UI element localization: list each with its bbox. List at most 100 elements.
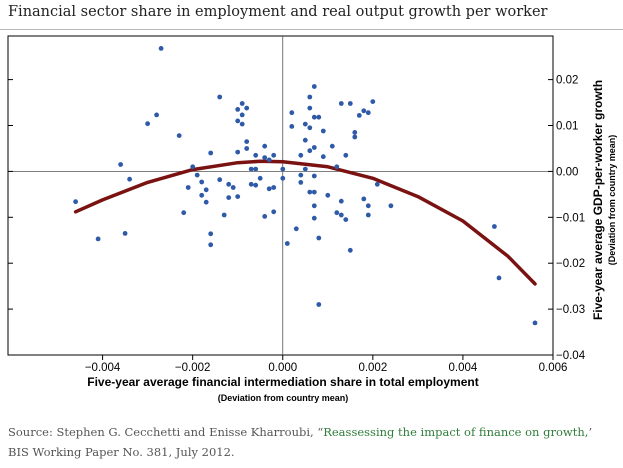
data-point [307,189,313,195]
data-point [302,121,308,127]
data-point [230,185,236,190]
data-point [235,194,241,200]
y-tick-label: −0.02 [556,258,585,270]
data-point [293,226,299,232]
fit-curve [73,159,537,286]
x-tick-label: 0.006 [539,362,568,374]
data-point [311,173,317,179]
data-point [239,101,245,106]
data-point [266,186,272,192]
data-point [271,209,277,215]
data-point [361,196,367,202]
data-point [347,101,353,106]
data-point [257,175,263,181]
title-divider [0,29,623,30]
x-tick-label: 0.004 [449,362,478,374]
scatter-chart: −0.004 −0.002 0.000 0.002 0.004 0.006 0.020.0… [7,35,617,403]
data-point [338,198,344,204]
data-point [244,105,250,111]
x-axis-ticks: −0.004 −0.002 0.000 0.002 0.004 0.006 [85,355,568,374]
data-point [289,124,295,129]
chart-title: Financial sector share in employment and… [8,4,548,20]
data-point [280,166,286,172]
data-point [492,224,497,229]
data-point [239,121,245,127]
data-point [352,134,358,140]
data-point [496,275,502,281]
data-point [235,149,241,155]
data-point [127,176,132,182]
data-point [365,212,371,218]
data-point [343,152,349,158]
data-point [374,181,380,187]
y-axis-sublabel: (Deviation from country mean) [607,135,617,266]
x-tick-label: 0.002 [358,362,387,374]
source-link[interactable]: Reassessing the impact of finance on gro… [323,425,589,439]
data-point [334,164,340,170]
data-point [154,112,160,118]
data-point [343,217,349,223]
data-point [284,241,290,246]
data-point [221,212,227,218]
data-point [302,137,308,143]
data-point [73,199,78,205]
data-point [208,242,214,248]
data-point [311,203,317,209]
data-point [311,215,317,221]
data-point [334,210,340,216]
data-point [190,164,196,170]
data-point [320,128,326,134]
data-point [347,247,353,253]
data-point [307,148,313,154]
data-point [145,121,151,127]
data-point [239,112,245,118]
data-point [338,101,344,106]
data-point [325,192,331,198]
data-point [266,157,272,163]
data-point [352,130,358,135]
data-point [262,143,268,149]
data-point [244,146,250,151]
data-points [73,46,538,326]
fit-curve-layer [73,159,537,286]
data-point [307,125,313,131]
y-tick-label: −0.04 [556,350,586,362]
data-point [316,235,322,241]
data-point [307,94,313,100]
x-tick-label: −0.004 [85,362,121,374]
data-point [176,133,182,138]
data-point [311,189,317,195]
data-point [235,118,241,124]
data-point [226,195,232,201]
data-point [356,113,362,118]
data-point [262,155,268,160]
data-point [271,152,277,158]
y-axis-label: Five-year average GDP-per-worker growth [591,80,605,320]
data-point [388,203,394,209]
data-point [320,154,326,160]
data-point [302,166,308,172]
data-point [217,94,223,100]
data-point [532,320,538,326]
data-point [338,212,344,218]
data-point [248,181,254,187]
data-point [208,150,214,156]
x-axis-sublabel: (Deviation from country mean) [218,393,349,403]
data-point [95,236,101,242]
data-point [235,107,241,112]
y-tick-label: −0.03 [556,304,585,316]
data-point [298,172,304,178]
data-point [203,199,209,205]
data-point [203,187,209,193]
y-tick-label: 0.01 [556,121,578,133]
data-point [307,105,313,111]
data-point [262,214,268,219]
y-axis-ticks: 0.02 0.01 0.00 −0.01 −0.02 −0.03 −0.04 [8,75,586,362]
y-tick-label: −0.01 [556,212,585,224]
data-point [185,185,191,190]
data-point [329,143,335,149]
x-tick-label: −0.002 [175,362,211,374]
data-point [316,114,322,120]
data-point [253,152,259,158]
data-point [289,110,295,116]
